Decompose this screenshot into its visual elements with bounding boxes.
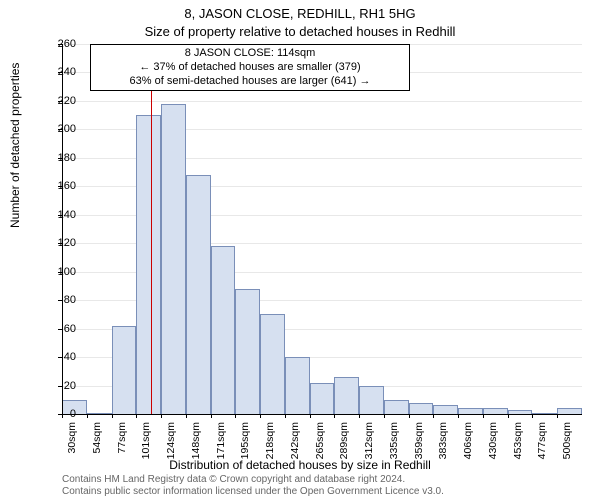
x-tick-label: 359sqm <box>413 422 425 464</box>
y-tick-label: 160 <box>46 180 76 192</box>
histogram-bar <box>186 175 211 414</box>
x-tick-label: 406sqm <box>462 422 474 464</box>
credits-line1: Contains HM Land Registry data © Crown c… <box>62 474 444 486</box>
annotation-box: 8 JASON CLOSE: 114sqm ← 37% of detached … <box>90 44 410 91</box>
y-axis-label: Number of detached properties <box>8 63 22 228</box>
y-tick-label: 240 <box>46 66 76 78</box>
histogram-bar <box>384 400 409 414</box>
x-tick-label: 289sqm <box>338 422 350 464</box>
x-tick-label: 500sqm <box>561 422 573 464</box>
y-tick-label: 140 <box>46 209 76 221</box>
y-tick-label: 40 <box>46 351 76 363</box>
x-tick-label: 430sqm <box>487 422 499 464</box>
histogram-bar <box>260 314 285 414</box>
x-tick-label: 312sqm <box>363 422 375 464</box>
histogram-bar <box>235 289 260 414</box>
credits-line2: Contains public sector information licen… <box>62 486 444 498</box>
histogram-bar <box>211 246 236 414</box>
x-tick-label: 477sqm <box>536 422 548 464</box>
histogram-bar <box>161 104 186 414</box>
x-tick-label: 195sqm <box>239 422 251 464</box>
histogram-bar <box>433 405 458 414</box>
x-tick-label: 242sqm <box>289 422 301 464</box>
y-tick-label: 200 <box>46 123 76 135</box>
histogram-bar <box>136 115 161 414</box>
reference-line <box>151 44 152 414</box>
y-tick-label: 220 <box>46 95 76 107</box>
x-tick-label: 101sqm <box>140 422 152 464</box>
annotation-line2: ← 37% of detached houses are smaller (37… <box>95 61 405 75</box>
gridline <box>62 101 582 102</box>
histogram-bar <box>310 383 335 414</box>
y-tick-label: 180 <box>46 152 76 164</box>
x-tick-label: 30sqm <box>66 422 78 464</box>
y-tick-label: 100 <box>46 266 76 278</box>
y-tick-label: 20 <box>46 380 76 392</box>
histogram-bar <box>409 403 434 414</box>
x-tick-label: 54sqm <box>91 422 103 464</box>
x-tick-label: 148sqm <box>190 422 202 464</box>
y-tick-label: 120 <box>46 237 76 249</box>
x-tick-label: 124sqm <box>165 422 177 464</box>
y-tick-label: 260 <box>46 38 76 50</box>
histogram-plot <box>62 44 582 414</box>
y-tick-label: 80 <box>46 294 76 306</box>
histogram-bar <box>359 386 384 414</box>
credits: Contains HM Land Registry data © Crown c… <box>62 474 444 498</box>
histogram-bar <box>112 326 137 414</box>
y-tick-label: 60 <box>46 323 76 335</box>
x-tick-label: 265sqm <box>314 422 326 464</box>
x-tick-label: 453sqm <box>512 422 524 464</box>
histogram-bar <box>285 357 310 414</box>
annotation-line3: 63% of semi-detached houses are larger (… <box>95 75 405 89</box>
x-tick-label: 77sqm <box>116 422 128 464</box>
y-tick-label: 0 <box>46 408 76 420</box>
x-tick-label: 335sqm <box>388 422 400 464</box>
x-tick-label: 218sqm <box>264 422 276 464</box>
page-subtitle: Size of property relative to detached ho… <box>0 24 600 39</box>
x-tick-label: 171sqm <box>215 422 227 464</box>
page-title-address: 8, JASON CLOSE, REDHILL, RH1 5HG <box>0 6 600 21</box>
histogram-bar <box>334 377 359 414</box>
annotation-line1: 8 JASON CLOSE: 114sqm <box>95 47 405 61</box>
x-tick-label: 383sqm <box>437 422 449 464</box>
